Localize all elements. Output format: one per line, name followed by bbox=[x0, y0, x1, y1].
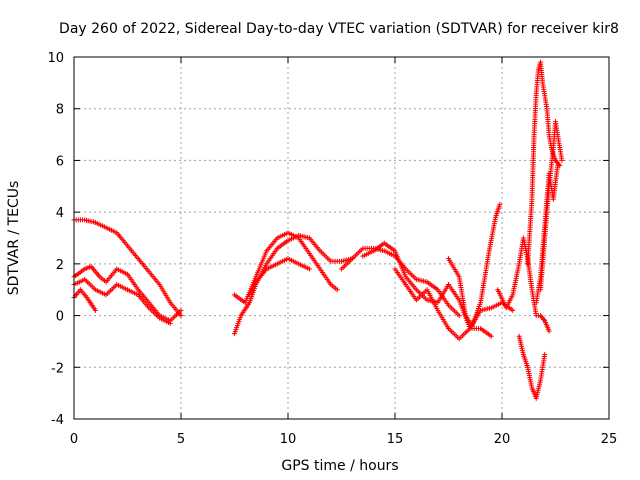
chart-title: Day 260 of 2022, Sidereal Day-to-day VTE… bbox=[59, 21, 619, 37]
y-tick-label: 6 bbox=[56, 154, 64, 169]
x-tick-label: 0 bbox=[70, 432, 78, 447]
y-tick-labels: -4 -2 0 2 4 6 8 10 bbox=[47, 51, 64, 428]
data-point-marker bbox=[456, 313, 462, 319]
y-tick-label: 2 bbox=[56, 258, 64, 273]
data-point-marker bbox=[488, 333, 494, 339]
y-tick-label: 4 bbox=[56, 206, 64, 221]
y-tick-label: 0 bbox=[56, 310, 64, 325]
data-point-marker bbox=[546, 328, 552, 334]
data-point-marker bbox=[497, 201, 503, 207]
x-axis-label: GPS time / hours bbox=[281, 458, 398, 474]
data-point-marker bbox=[542, 351, 548, 357]
y-tick-label: 8 bbox=[56, 103, 64, 118]
plot-frame bbox=[73, 56, 610, 420]
data-point-marker bbox=[167, 320, 173, 326]
data-point-marker bbox=[92, 307, 98, 313]
x-tick-label: 5 bbox=[177, 432, 185, 447]
data-point-marker bbox=[178, 313, 184, 319]
x-tick-label: 25 bbox=[601, 432, 618, 447]
data-point-marker bbox=[559, 157, 565, 163]
x-tick-label: 20 bbox=[494, 432, 511, 447]
y-axis-label: SDTVAR / TECUs bbox=[6, 181, 22, 296]
x-tick-labels: 0 5 10 15 20 25 bbox=[70, 432, 617, 447]
y-tick-label: -4 bbox=[51, 413, 64, 428]
data-point-marker bbox=[306, 266, 312, 272]
data-point-marker bbox=[510, 307, 516, 313]
x-tick-label: 10 bbox=[280, 432, 297, 447]
y-tick-label: 10 bbox=[47, 51, 64, 66]
x-tick-label: 15 bbox=[387, 432, 404, 447]
data-point-marker bbox=[178, 307, 184, 313]
data-points bbox=[71, 59, 565, 401]
data-point-marker bbox=[555, 163, 561, 169]
y-tick-label: -2 bbox=[51, 361, 64, 376]
data-point-marker bbox=[334, 287, 340, 293]
